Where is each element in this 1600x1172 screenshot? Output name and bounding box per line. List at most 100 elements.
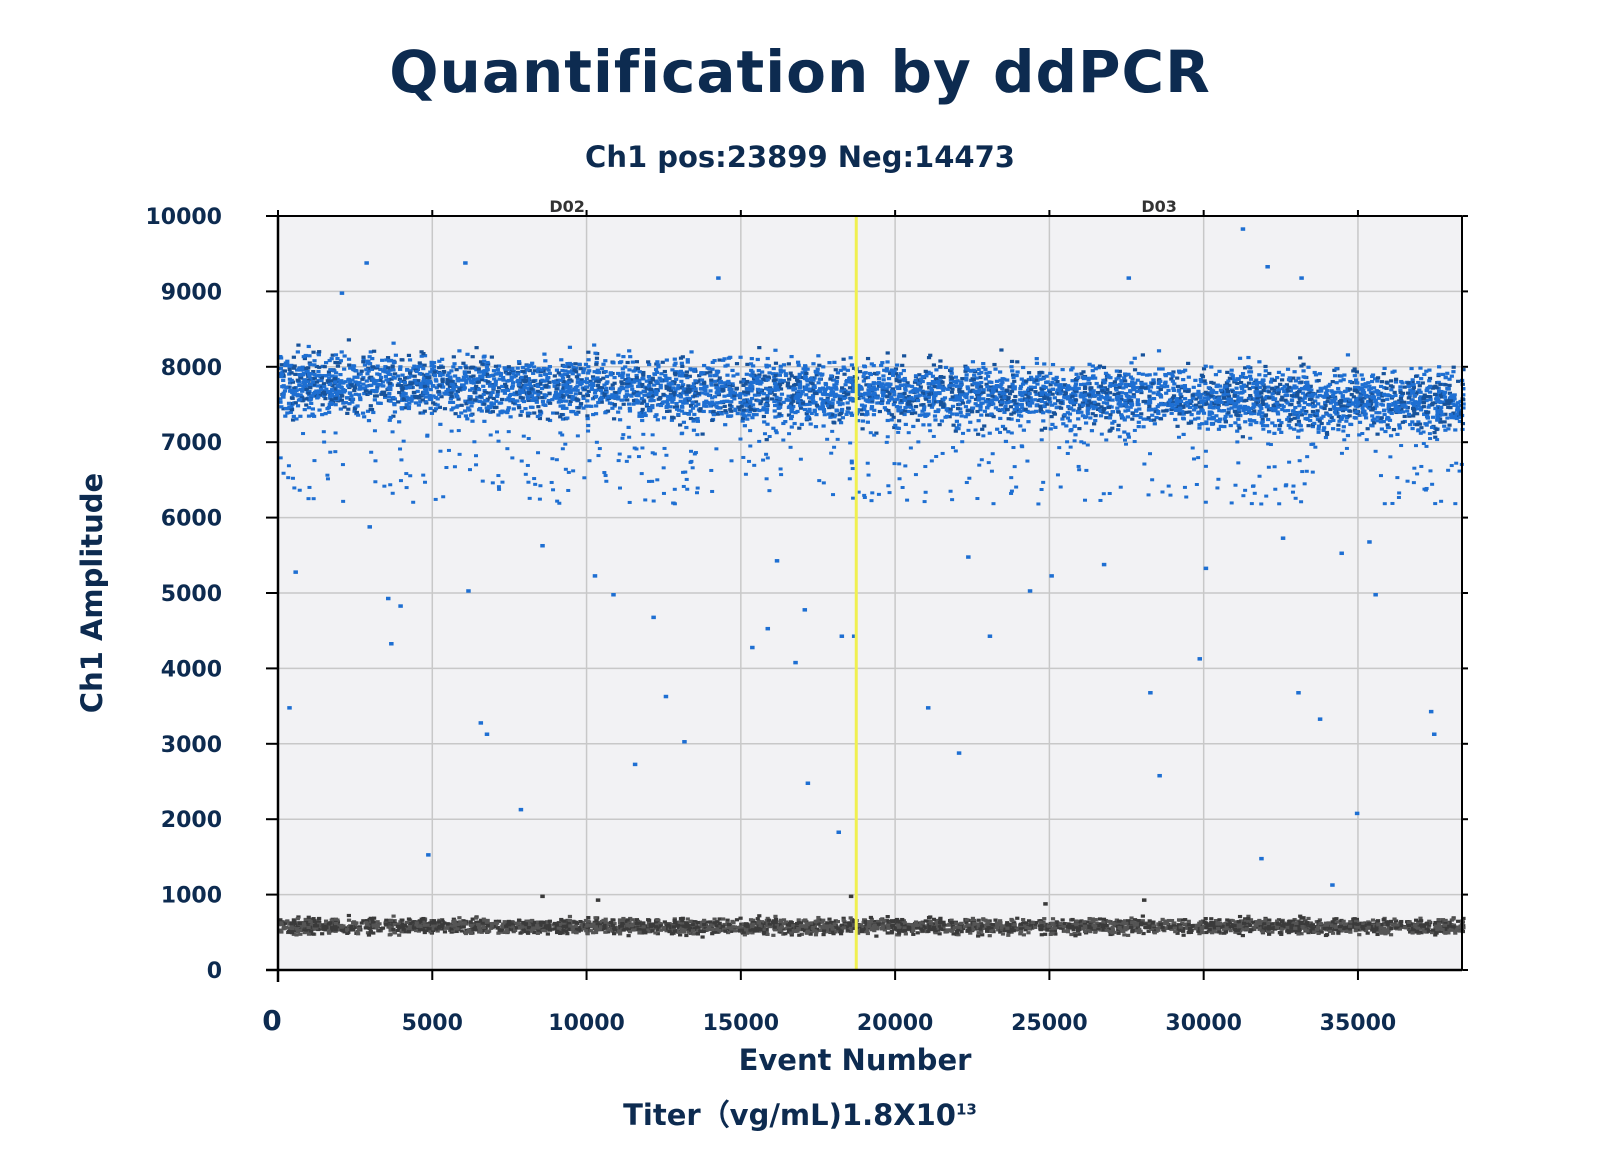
positive-droplet — [1370, 395, 1375, 400]
positive-droplet — [367, 355, 372, 359]
positive-droplet — [320, 403, 325, 407]
positive-droplet — [321, 382, 326, 386]
positive-droplet — [1308, 414, 1313, 418]
positive-droplet — [1046, 397, 1051, 401]
positive-droplet — [978, 404, 983, 408]
positive-droplet — [496, 386, 502, 390]
positive-droplet — [1139, 412, 1144, 416]
positive-droplet — [295, 404, 301, 408]
positive-droplet — [924, 374, 929, 378]
positive-droplet — [1293, 379, 1299, 383]
positive-droplet — [481, 384, 486, 388]
chart-title: Quantification by ddPCR — [389, 38, 1211, 106]
positive-droplet — [682, 411, 687, 415]
positive-droplet — [551, 379, 556, 384]
positive-droplet — [906, 402, 911, 406]
positive-droplet — [903, 422, 908, 427]
positive-droplet — [955, 379, 960, 383]
positive-droplet — [655, 381, 660, 385]
positive-droplet — [326, 390, 331, 394]
positive-droplet — [745, 398, 750, 402]
positive-droplet — [792, 421, 797, 426]
positive-droplet — [981, 362, 986, 366]
positive-droplet — [1311, 405, 1316, 409]
positive-droplet — [1338, 408, 1343, 412]
positive-droplet — [523, 378, 528, 382]
positive-droplet — [646, 393, 651, 397]
positive-droplet — [1449, 374, 1454, 378]
positive-droplet — [1371, 386, 1377, 390]
positive-droplet — [1054, 406, 1059, 410]
positive-droplet — [1436, 372, 1441, 376]
positive-droplet — [584, 404, 589, 408]
positive-droplet — [804, 378, 809, 382]
positive-droplet — [757, 408, 762, 413]
positive-droplet — [1447, 377, 1452, 381]
positive-droplet — [817, 377, 822, 381]
positive-droplet — [799, 375, 804, 380]
positive-droplet — [407, 383, 412, 387]
positive-droplet — [461, 378, 466, 382]
positive-droplet — [835, 375, 840, 380]
positive-droplet — [594, 362, 599, 366]
positive-droplet — [950, 412, 955, 416]
positive-droplet — [314, 374, 319, 378]
positive-droplet — [1041, 419, 1046, 423]
positive-droplet — [1129, 401, 1134, 405]
positive-droplet — [1275, 385, 1280, 390]
positive-droplet — [1226, 400, 1231, 404]
positive-droplet — [678, 395, 683, 399]
positive-droplet — [1045, 380, 1050, 384]
positive-droplet — [765, 398, 770, 403]
positive-droplet — [471, 381, 476, 385]
positive-droplet — [974, 376, 979, 380]
positive-droplet — [1322, 406, 1327, 411]
positive-droplet — [909, 399, 915, 403]
positive-droplet — [822, 390, 828, 394]
positive-droplet — [502, 410, 507, 414]
positive-droplet — [515, 399, 520, 403]
positive-droplet — [1119, 414, 1125, 418]
positive-droplet — [327, 376, 332, 380]
positive-droplet — [590, 397, 596, 401]
positive-droplet — [1316, 389, 1321, 393]
positive-droplet — [986, 404, 991, 408]
positive-droplet — [687, 396, 692, 401]
positive-droplet — [1451, 365, 1456, 369]
positive-droplet — [358, 396, 363, 400]
positive-droplet — [1447, 391, 1453, 395]
positive-droplet — [1323, 435, 1329, 440]
positive-droplet — [1378, 384, 1384, 389]
positive-droplet — [950, 383, 956, 387]
positive-droplet — [388, 399, 393, 403]
positive-droplet — [308, 383, 314, 387]
positive-droplet — [387, 391, 392, 396]
positive-droplet — [375, 379, 380, 383]
positive-droplet — [1312, 421, 1317, 426]
positive-droplet — [1042, 396, 1047, 400]
positive-droplet — [1175, 401, 1180, 406]
positive-droplet — [624, 389, 629, 393]
positive-droplet — [689, 350, 694, 354]
positive-droplet — [692, 392, 698, 396]
positive-droplet — [528, 363, 533, 367]
positive-droplet — [756, 390, 761, 394]
positive-droplet — [796, 363, 801, 367]
positive-droplet — [339, 390, 344, 394]
positive-droplet — [312, 363, 317, 367]
positive-droplet — [1206, 417, 1211, 421]
positive-droplet — [748, 362, 754, 366]
positive-droplet — [1229, 368, 1234, 372]
positive-droplet — [1355, 390, 1360, 394]
positive-droplet — [1411, 385, 1416, 389]
positive-droplet — [1201, 411, 1207, 415]
positive-droplet — [447, 384, 453, 388]
positive-droplet — [796, 375, 801, 379]
positive-droplet — [803, 385, 809, 389]
positive-droplet — [502, 391, 507, 395]
positive-droplet — [291, 414, 296, 419]
positive-droplet — [1388, 379, 1394, 383]
positive-droplet — [1282, 409, 1288, 413]
positive-droplet — [601, 376, 606, 380]
positive-droplet — [1058, 401, 1063, 405]
